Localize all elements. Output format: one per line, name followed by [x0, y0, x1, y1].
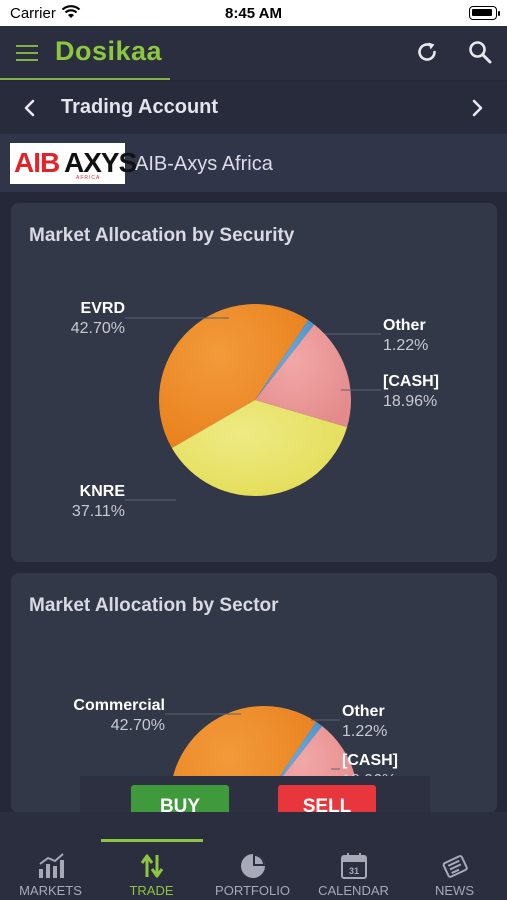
nav-label: PORTFOLIO [215, 883, 290, 898]
menu-icon[interactable] [16, 40, 38, 64]
slice-value: 1.22% [342, 723, 387, 740]
nav-item-portfolio[interactable]: PORTFOLIO [202, 852, 303, 900]
slice-value: 37.11% [72, 503, 125, 520]
slice-label: Commercial [73, 697, 165, 714]
slice-label: Other [342, 703, 385, 720]
chart-title: Market Allocation by Security [29, 225, 295, 246]
nav-active-indicator [101, 839, 203, 842]
slice-label: Other [383, 317, 426, 334]
pie-slice-evrd[interactable] [158, 304, 309, 448]
app-title: Dosikaa [55, 36, 163, 66]
refresh-icon[interactable] [414, 39, 440, 65]
app-header: Dosikaa [0, 26, 507, 80]
calendar-icon: 31 [341, 853, 367, 879]
slice-value: 18.96% [383, 393, 437, 410]
trade-arrows-icon [140, 854, 164, 878]
search-icon[interactable] [467, 39, 493, 65]
pie-icon [241, 854, 265, 878]
broker-name: AIB-Axys Africa [135, 153, 273, 175]
chart-title: Market Allocation by Sector [29, 595, 279, 616]
wifi-icon [61, 5, 81, 18]
broker-bar[interactable]: AIB AXYS AFRICA AIB-Axys Africa [0, 134, 507, 192]
chart-icon [39, 853, 64, 878]
nav-label: MARKETS [19, 883, 82, 898]
broker-logo: AIB AXYS AFRICA [10, 143, 137, 184]
security-pie-chart: EVRD 42.70% Other 1.22% [CASH] 18.96% KNRE 37.1… [71, 300, 439, 520]
slice-label: [CASH] [342, 752, 398, 769]
carrier-label: Carrier [10, 5, 56, 22]
nav-label: CALENDAR [318, 883, 389, 898]
clock: 8:45 AM [225, 5, 282, 22]
nav-item-markets[interactable]: MARKETS [0, 852, 101, 900]
chevron-left-icon[interactable] [20, 96, 40, 120]
header-underline [0, 78, 170, 80]
nav-label: TRADE [129, 883, 174, 898]
slice-value: 42.70% [71, 320, 125, 337]
pie-slice-knre[interactable] [171, 400, 348, 496]
nav-label: NEWS [435, 883, 474, 898]
pie-slice-cash[interactable] [255, 324, 351, 428]
nav-item-news[interactable]: NEWS [404, 852, 505, 900]
bottom-nav: MARKETS TRADE PORTFOLIO 31 CALENDAR [0, 812, 507, 900]
nav-item-calendar[interactable]: 31 CALENDAR [303, 852, 404, 900]
calendar-icon-text: 31 [349, 866, 359, 876]
news-icon [442, 855, 468, 878]
battery-icon [469, 6, 500, 20]
slice-label: [CASH] [383, 373, 439, 390]
chevron-right-icon[interactable] [467, 96, 487, 120]
slice-label: KNRE [80, 483, 126, 500]
status-bar: Carrier 8:45 AM [0, 0, 507, 26]
slice-label: EVRD [81, 300, 125, 317]
slice-value: 42.70% [111, 717, 165, 734]
nav-item-trade[interactable]: TRADE [101, 852, 202, 900]
slice-value: 1.22% [383, 337, 428, 354]
pie-slice-other[interactable] [255, 320, 315, 400]
security-allocation-card: Market Allocation by Security EVRD 42.70%… [11, 203, 497, 562]
page-title: Trading Account [61, 96, 219, 118]
account-bar: Trading Account [0, 82, 507, 134]
